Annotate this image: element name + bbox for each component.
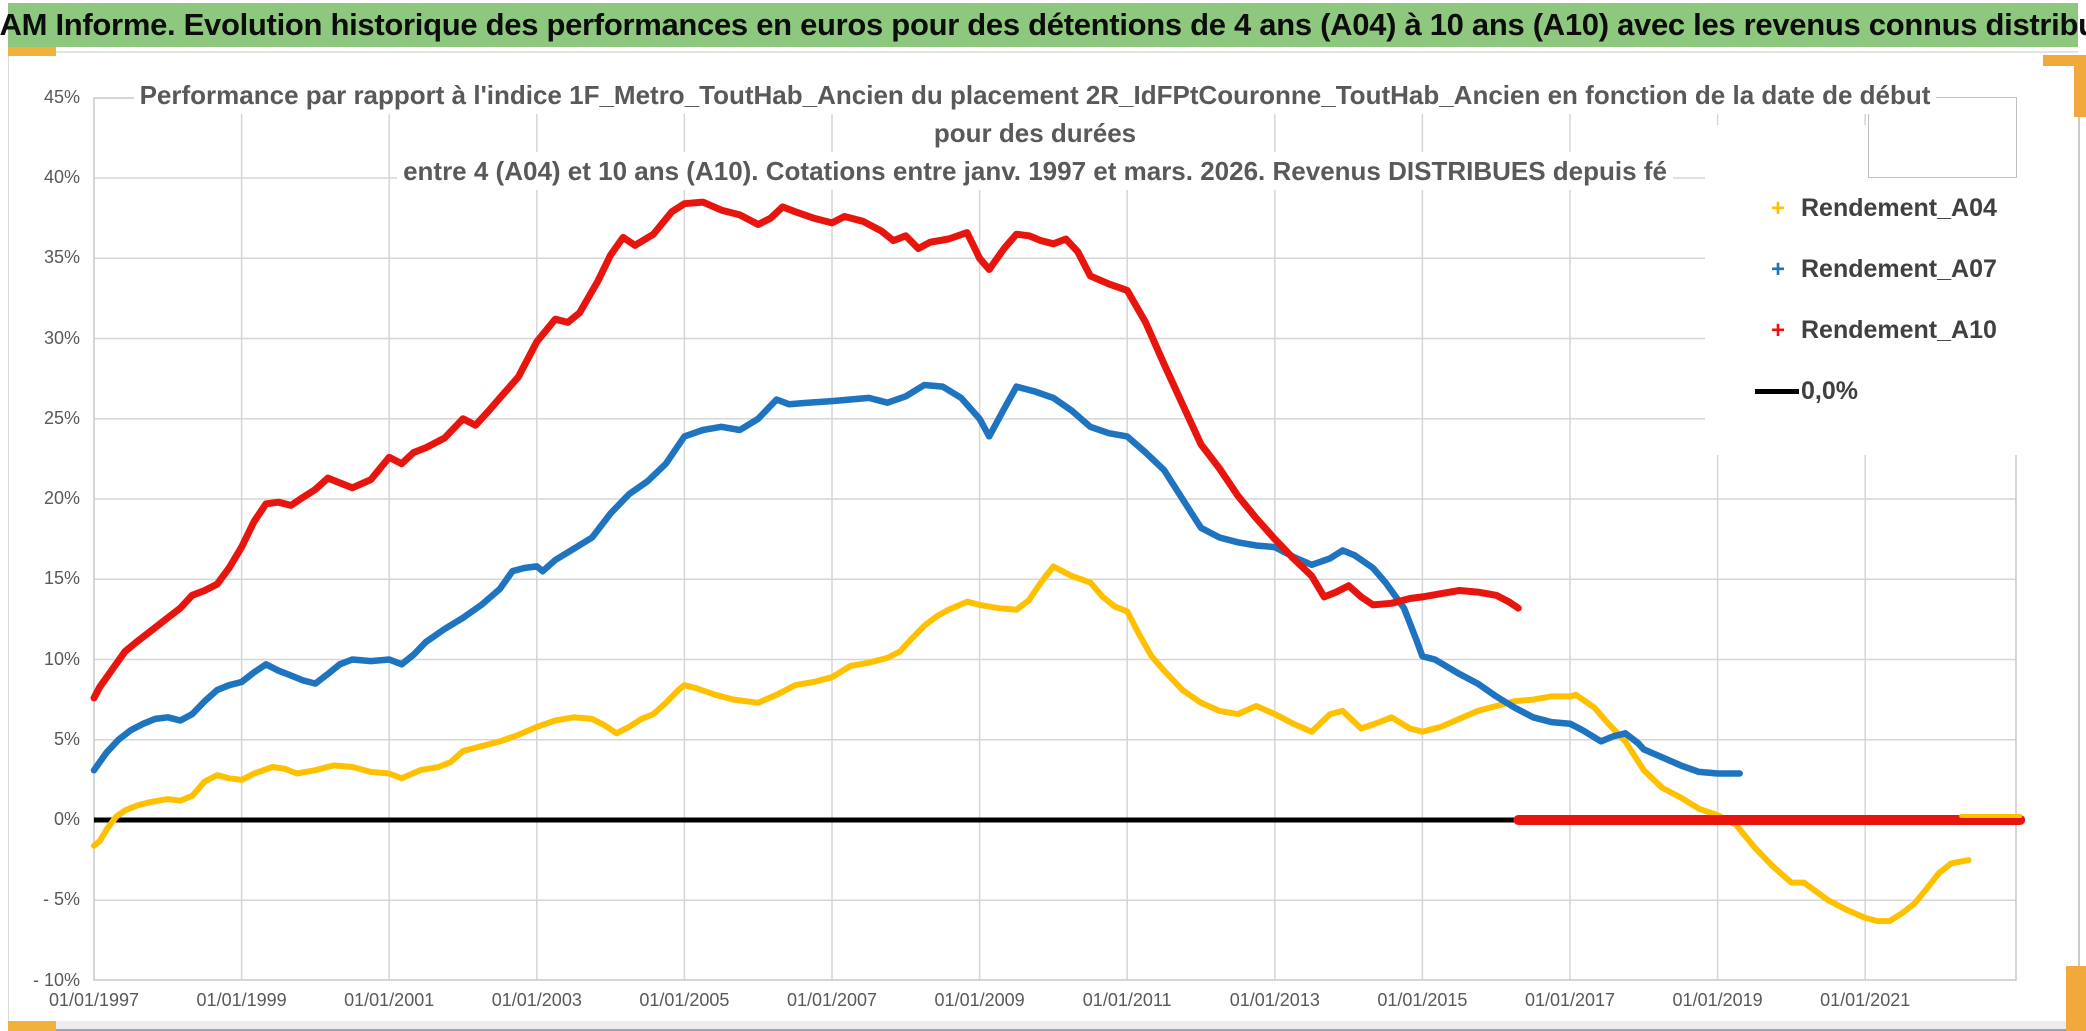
y-tick-label: 35% bbox=[43, 247, 80, 268]
y-tick-label: 25% bbox=[43, 407, 80, 428]
x-tick-label: 01/01/2017 bbox=[1524, 990, 1616, 1010]
chart-title-line3: entre 4 (A04) et 10 ans (A10). Cotations… bbox=[397, 152, 1673, 190]
y-tick-label: 30% bbox=[43, 327, 80, 348]
left-edge-border bbox=[8, 47, 9, 1031]
plus-marker-icon: + bbox=[1770, 255, 1785, 283]
chart-legend: + Rendement_A04 + Rendement_A07 + Rendem… bbox=[1755, 178, 2075, 422]
chart-title-line2: pour des durées bbox=[927, 114, 1143, 152]
x-tick-label: 01/01/2013 bbox=[1229, 990, 1320, 1010]
plus-marker-icon: + bbox=[1770, 316, 1785, 344]
corner-accent-top-right bbox=[2074, 55, 2086, 117]
sheet-header-bar: ADAM Informe. Evolution historique des p… bbox=[0, 3, 2086, 47]
legend-panel bbox=[1705, 125, 2077, 455]
header-divider bbox=[8, 51, 2078, 53]
x-tick-label: 01/01/2005 bbox=[639, 990, 730, 1010]
x-tick-label: 01/01/2021 bbox=[1820, 990, 1911, 1010]
series-rendement_a04[interactable] bbox=[91, 563, 1972, 925]
legend-item-rendement-a04[interactable]: + Rendement_A04 bbox=[1755, 178, 2075, 239]
x-tick-label: 01/01/2011 bbox=[1082, 990, 1172, 1010]
x-tick-label: 01/01/2015 bbox=[1377, 990, 1468, 1010]
plus-marker-icon: + bbox=[1770, 194, 1785, 222]
legend-label: Rendement_A10 bbox=[1801, 316, 1997, 344]
x-tick-label: 01/01/2001 bbox=[344, 990, 435, 1010]
legend-item-rendement-a10[interactable]: + Rendement_A10 bbox=[1755, 300, 2075, 361]
chart-right-border bbox=[2078, 55, 2080, 1021]
chart-title: Performance par rapport à l'indice 1F_Me… bbox=[120, 76, 1950, 190]
y-tick-label: 0% bbox=[53, 809, 80, 829]
y-tick-label: 15% bbox=[43, 568, 80, 589]
scrollbar-accent-square bbox=[8, 1021, 56, 1031]
y-tick-label: - 10% bbox=[32, 969, 80, 990]
x-tick-label: 01/01/2009 bbox=[934, 990, 1025, 1010]
legend-label: 0,0% bbox=[1801, 377, 1858, 405]
x-tick-label: 01/01/1999 bbox=[196, 990, 287, 1010]
y-tick-label: 5% bbox=[53, 728, 80, 749]
y-tick-label: 45% bbox=[43, 86, 80, 107]
legend-label: Rendement_A04 bbox=[1801, 194, 1997, 222]
corner-accent-bottom-right bbox=[2066, 966, 2086, 1031]
chart-title-line1: Performance par rapport à l'indice 1F_Me… bbox=[133, 76, 1937, 114]
y-tick-label: 40% bbox=[43, 167, 80, 187]
y-tick-label: 20% bbox=[43, 488, 80, 508]
corner-accent-top-right bbox=[2043, 55, 2086, 66]
sheet-header-title: ADAM Informe. Evolution historique des p… bbox=[0, 7, 2086, 42]
series-rendement_a07[interactable] bbox=[90, 381, 1743, 777]
horizontal-scrollbar[interactable] bbox=[8, 1021, 2086, 1031]
x-tick-label: 01/01/2003 bbox=[491, 990, 582, 1010]
x-tick-label: 01/01/2019 bbox=[1672, 990, 1763, 1010]
x-tick-label: 01/01/2007 bbox=[786, 990, 878, 1010]
y-tick-label: 10% bbox=[43, 648, 80, 669]
y-tick-label: - 5% bbox=[42, 889, 80, 910]
legend-label: Rendement_A07 bbox=[1801, 255, 1997, 283]
legend-item-zero-line[interactable]: 0,0% bbox=[1755, 361, 2075, 422]
header-accent-square bbox=[8, 47, 56, 56]
series-rendement_a10[interactable] bbox=[90, 198, 1522, 702]
black-line-icon bbox=[1755, 389, 1799, 394]
x-tick-label: 01/01/1997 bbox=[48, 990, 140, 1010]
legend-item-rendement-a07[interactable]: + Rendement_A07 bbox=[1755, 239, 2075, 300]
